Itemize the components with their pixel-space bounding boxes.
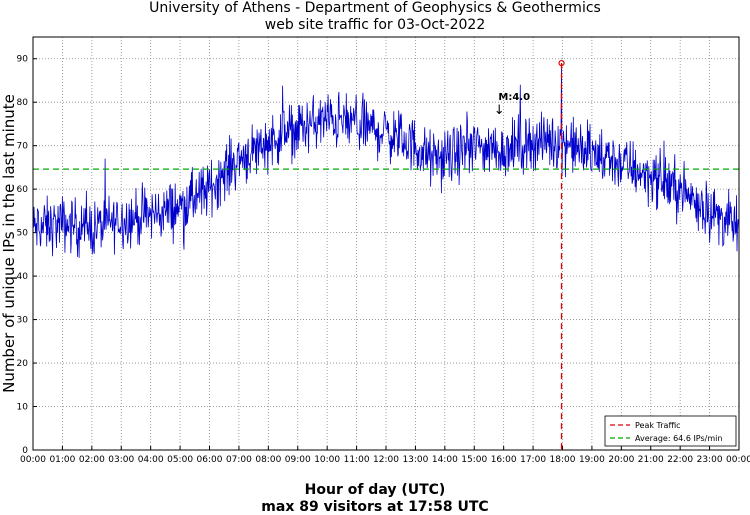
x-tick-label: 16:00	[491, 455, 517, 465]
x-tick-label: 08:00	[255, 455, 281, 465]
x-tick-label: 21:00	[638, 455, 664, 465]
traffic-series-line	[32, 63, 740, 258]
x-tick-label: 22:00	[667, 455, 693, 465]
legend-box	[604, 415, 737, 447]
plot-area	[33, 37, 739, 450]
x-tick-label: 06:00	[197, 455, 223, 465]
x-axis-label: Hour of day (UTC)	[304, 482, 446, 498]
y-tick-label: 50	[17, 229, 29, 239]
x-tick-label: 23:00	[697, 455, 723, 465]
y-tick-label: 60	[17, 185, 29, 195]
y-tick-label: 20	[17, 359, 29, 369]
x-tick-label: 07:00	[226, 455, 252, 465]
x-tick-label: 17:00	[520, 455, 546, 465]
x-tick-label: 01:00	[49, 455, 75, 465]
x-tick-label: 00:00	[20, 455, 46, 465]
legend-average-label: Average: 64.6 IPs/min	[635, 434, 722, 443]
x-tick-label: 11:00	[344, 455, 370, 465]
earthquake-label: M:4.0	[498, 92, 530, 103]
y-tick-label: 0	[22, 446, 28, 456]
x-tick-label: 13:00	[402, 455, 428, 465]
y-tick-label: 90	[17, 55, 29, 65]
x-tick-label: 00:00	[726, 455, 750, 465]
x-tick-label: 14:00	[432, 455, 458, 465]
x-tick-label: 09:00	[285, 455, 311, 465]
x-tick-label: 12:00	[373, 455, 399, 465]
x-tick-label: 18:00	[550, 455, 576, 465]
earthquake-arrow: ↓	[494, 103, 505, 118]
y-tick-label: 10	[17, 403, 29, 413]
y-axis-label: Number of unique IPs in the last minute	[0, 94, 18, 393]
plot-frame	[32, 36, 740, 451]
y-tick-label: 80	[17, 98, 29, 108]
max-visitors-summary: max 89 visitors at 17:58 UTC	[261, 499, 489, 515]
x-tick-label: 20:00	[608, 455, 634, 465]
x-tick-label: 05:00	[167, 455, 193, 465]
y-tick-label: 30	[17, 316, 29, 326]
legend-peak-label: Peak Traffic	[635, 421, 681, 430]
chart-title-line-1: University of Athens - Department of Geo…	[149, 0, 601, 16]
y-tick-label: 40	[17, 272, 29, 282]
peak-marker	[558, 59, 565, 67]
x-tick-label: 04:00	[138, 455, 164, 465]
chart-title-line-2: web site traffic for 03-Oct-2022	[264, 17, 486, 33]
x-tick-label: 19:00	[579, 455, 605, 465]
x-tick-label: 10:00	[314, 455, 340, 465]
x-tick-label: 03:00	[108, 455, 134, 465]
y-tick-label: 70	[17, 142, 29, 152]
x-tick-label: 15:00	[461, 455, 487, 465]
x-tick-label: 02:00	[79, 455, 105, 465]
